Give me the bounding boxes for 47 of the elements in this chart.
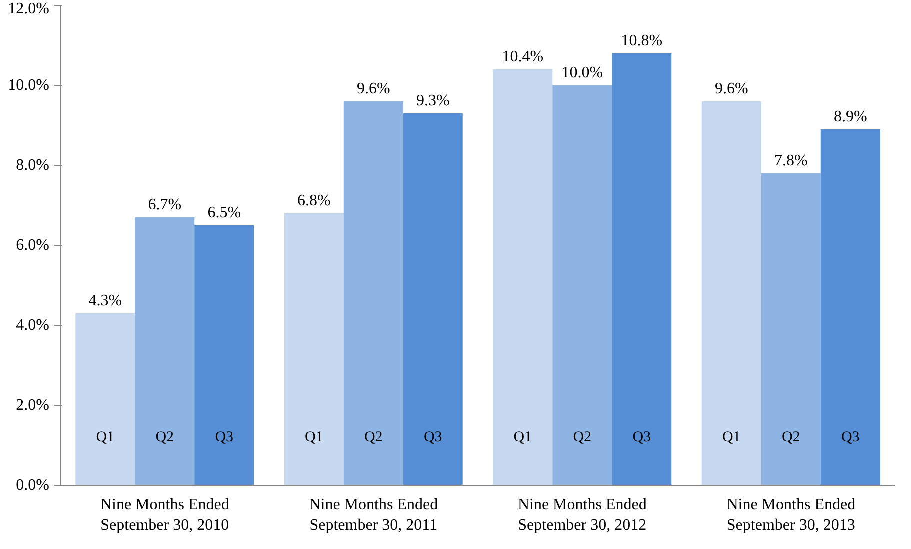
data-label: 7.8% [774, 152, 808, 170]
x-tick-label: Nine Months Ended September 30, 2012 [518, 496, 647, 534]
y-tick-label: 12.0% [8, 0, 50, 18]
y-tick-label: 0.0% [16, 477, 50, 494]
series-label: Q3 [424, 430, 442, 446]
text: Q2 [573, 430, 592, 446]
text: Q2 [782, 430, 800, 446]
text: Q1 [304, 430, 324, 446]
x-tick-label: Nine Months Ended September 30, 2010 [100, 496, 230, 534]
data-label: 10.0% [562, 64, 604, 82]
y-tick-label: 8.0% [16, 157, 50, 174]
x-tick-label: Nine Months Ended September 30, 2011 [309, 496, 438, 534]
series-label: Q1 [96, 430, 115, 446]
bar [820, 130, 880, 486]
bar [344, 102, 404, 486]
y-tick-label: 2.0% [16, 397, 50, 414]
data-label: 9.3% [416, 92, 450, 110]
series-label: Q2 [156, 430, 174, 446]
text: Q3 [215, 430, 234, 446]
y-tick-label: 6.0% [16, 237, 50, 254]
data-label: 10.8% [621, 32, 663, 50]
text: Q3 [841, 430, 860, 446]
data-label: 8.9% [834, 108, 868, 126]
x-tick-label: Nine Months Ended September 30, 2013 [726, 496, 856, 534]
data-label: 9.6% [714, 80, 748, 98]
bar [403, 114, 463, 486]
bar [194, 226, 254, 486]
text: Q2 [364, 430, 383, 446]
bar [76, 314, 136, 486]
data-label: 6.7% [148, 196, 182, 214]
bar [284, 214, 344, 486]
text: Q3 [632, 430, 652, 446]
text: Q1 [722, 430, 741, 446]
bar [761, 174, 821, 486]
data-label: 4.3% [88, 292, 122, 310]
y-tick-label: 10.0% [8, 77, 50, 94]
bar [612, 54, 672, 486]
bar [135, 218, 195, 486]
text: Q1 [514, 430, 532, 446]
data-label: 6.8% [297, 192, 331, 210]
bar [552, 86, 612, 486]
data-label: 6.5% [208, 204, 242, 222]
y-tick-label: 4.0% [16, 317, 50, 334]
data-label: 10.4% [502, 48, 544, 66]
bar [493, 70, 553, 486]
data-label: 9.6% [356, 80, 390, 98]
bar [702, 102, 762, 486]
